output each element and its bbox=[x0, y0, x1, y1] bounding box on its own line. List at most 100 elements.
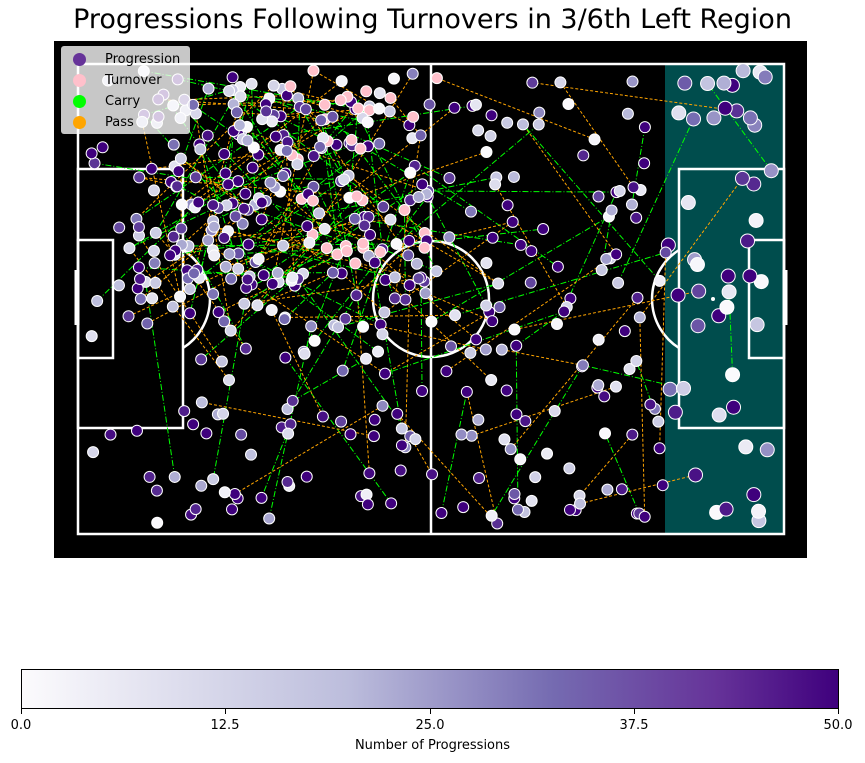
progression-point bbox=[338, 173, 351, 186]
turnover-point bbox=[398, 203, 411, 216]
progression-point bbox=[112, 279, 125, 292]
progression-point bbox=[318, 222, 331, 235]
pass-line bbox=[522, 124, 617, 255]
progression-point bbox=[255, 213, 268, 226]
progression-point bbox=[464, 205, 477, 218]
carry-line bbox=[284, 272, 334, 320]
progression-point bbox=[151, 516, 164, 529]
progression-point bbox=[217, 407, 230, 420]
pass-line bbox=[345, 318, 486, 350]
pass-line bbox=[436, 77, 595, 140]
carry-line bbox=[237, 83, 253, 135]
progression-point bbox=[716, 75, 732, 91]
progression-point bbox=[242, 238, 255, 251]
progression-point bbox=[223, 248, 236, 261]
carry-line bbox=[138, 266, 293, 278]
progression-point bbox=[479, 343, 492, 356]
progression-point bbox=[425, 315, 438, 328]
pass-line bbox=[532, 82, 737, 112]
pass-line bbox=[181, 80, 342, 205]
progression-point bbox=[577, 149, 590, 162]
progression-point bbox=[251, 299, 264, 312]
progression-point bbox=[742, 110, 758, 126]
progression-point bbox=[104, 428, 117, 441]
progression-point bbox=[537, 223, 550, 236]
progression-point bbox=[234, 90, 247, 103]
progression-point bbox=[130, 424, 143, 437]
pass-line bbox=[272, 216, 365, 285]
progression-point bbox=[519, 415, 532, 428]
pass-line bbox=[313, 70, 410, 126]
pass-line bbox=[180, 158, 342, 274]
progression-point bbox=[501, 116, 514, 129]
progression-point bbox=[671, 105, 687, 121]
progression-point bbox=[282, 427, 295, 440]
carry-line bbox=[396, 124, 540, 245]
progression-point bbox=[443, 231, 456, 244]
event-points bbox=[85, 63, 779, 530]
progression-point bbox=[485, 109, 498, 122]
progression-point bbox=[143, 470, 156, 483]
pass-line bbox=[312, 73, 414, 235]
progression-point bbox=[735, 63, 751, 79]
progression-point bbox=[667, 404, 683, 420]
progression-point bbox=[688, 467, 704, 483]
progression-point bbox=[281, 476, 294, 489]
progression-point bbox=[734, 170, 750, 186]
progression-point bbox=[690, 318, 706, 334]
carry-line bbox=[601, 210, 613, 271]
progression-point bbox=[218, 148, 231, 161]
pass-line bbox=[356, 151, 487, 197]
progression-point bbox=[113, 221, 126, 234]
progression-point bbox=[592, 379, 605, 392]
carry-line bbox=[420, 277, 423, 392]
progression-point bbox=[280, 144, 293, 157]
progression-point bbox=[464, 346, 477, 359]
progression-point bbox=[357, 320, 370, 333]
progression-point bbox=[241, 273, 254, 286]
progression-point bbox=[493, 301, 506, 314]
carry-line bbox=[265, 200, 437, 272]
progression-point bbox=[207, 288, 220, 301]
progression-point bbox=[166, 300, 179, 313]
progression-point bbox=[132, 261, 145, 274]
carry-line bbox=[155, 86, 241, 234]
carry-line bbox=[280, 116, 347, 247]
progression-point bbox=[670, 287, 686, 303]
progression-point bbox=[291, 158, 304, 171]
pass-line bbox=[191, 136, 277, 205]
progression-point bbox=[344, 428, 357, 441]
progression-point bbox=[239, 187, 252, 200]
carry-line bbox=[515, 345, 519, 510]
progression-point bbox=[576, 359, 589, 372]
progression-point bbox=[175, 198, 188, 211]
pass-line bbox=[195, 113, 232, 331]
progression-point bbox=[225, 272, 238, 285]
colorbar-tick-label: 50.0 bbox=[823, 718, 853, 733]
progression-point bbox=[377, 200, 390, 213]
progression-point bbox=[615, 483, 628, 496]
progression-point bbox=[626, 428, 639, 441]
progression-point bbox=[175, 222, 188, 235]
turnover-point bbox=[354, 142, 367, 155]
progression-point bbox=[207, 220, 220, 233]
progression-point bbox=[480, 299, 493, 312]
progression-point bbox=[223, 85, 236, 98]
progression-point bbox=[630, 211, 643, 224]
progression-point bbox=[202, 234, 215, 247]
progression-point bbox=[402, 249, 415, 262]
progression-point bbox=[326, 266, 339, 279]
progression-point bbox=[550, 317, 563, 330]
right-penalty-spot bbox=[711, 297, 715, 301]
legend-item-progression: Progression bbox=[61, 50, 190, 70]
progression-point bbox=[91, 294, 104, 307]
colorbar-tick-label: 0.0 bbox=[10, 718, 32, 733]
progression-point bbox=[195, 353, 208, 366]
progression-point bbox=[631, 291, 644, 304]
progression-point bbox=[410, 257, 423, 270]
progression-point bbox=[630, 354, 643, 367]
progression-point bbox=[473, 472, 486, 485]
progression-point bbox=[440, 365, 453, 378]
progression-point bbox=[633, 311, 646, 324]
progression-point bbox=[717, 100, 733, 116]
